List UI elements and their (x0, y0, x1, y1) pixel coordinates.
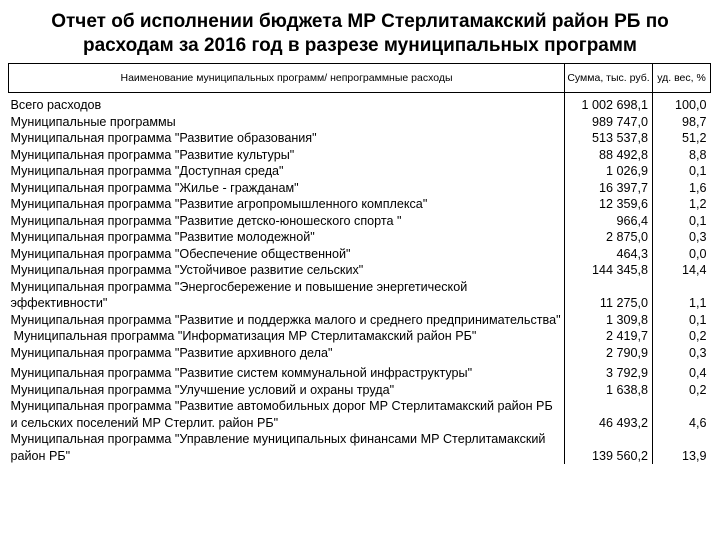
row-name: Всего расходов (10, 98, 102, 112)
row-share: 0,2 (688, 329, 707, 343)
row-share: 0,3 (688, 345, 707, 360)
table-row: Муниципальная программа "Развитие молоде… (9, 229, 711, 246)
row-share: 8,8 (688, 147, 707, 162)
row-name: Муниципальная программа "Развитие систем… (10, 366, 473, 380)
row-name: Муниципальные программы (10, 114, 176, 129)
row-name: Муниципальная программа "Развитие архивн… (10, 345, 333, 360)
row-share: 0,1 (688, 312, 707, 327)
table-row: Муниципальная программа "Развитие автомо… (9, 398, 711, 431)
row-sum: 2 419,7 (564, 328, 653, 345)
row-sum: 12 359,6 (564, 196, 653, 213)
row-name: Муниципальная программа "Улучшение услов… (10, 382, 395, 397)
row-sum: 966,4 (564, 212, 653, 229)
row-sum: 88 492,8 (564, 146, 653, 163)
table-row: Муниципальная программа "Жилье - граждан… (9, 179, 711, 196)
table-row: Муниципальная программа "Управление муни… (9, 431, 711, 464)
table-row: Муниципальная программа "Доступная среда… (9, 163, 711, 180)
table-row: Муниципальная программа "Развитие агропр… (9, 196, 711, 213)
table-row: Муниципальная программа "Развитие образо… (9, 130, 711, 147)
row-sum: 1 026,9 (564, 163, 653, 180)
row-share: 0,3 (688, 230, 707, 244)
row-sum: 3 792,9 (564, 361, 653, 382)
row-share: 100,0 (674, 98, 707, 112)
header-sum: Сумма, тыс. руб. (564, 63, 653, 93)
table-row: Муниципальная программа "Развитие и подд… (9, 311, 711, 328)
row-share: 14,4 (681, 263, 707, 277)
row-name: Муниципальная программа "Энергосбережени… (10, 279, 468, 311)
row-share: 98,7 (681, 114, 707, 129)
row-sum: 144 345,8 (564, 262, 653, 279)
document-title: Отчет об исполнении бюджета МР Стерлитам… (0, 10, 720, 58)
table-row: Муниципальные программы 989 747,0 98,7 (9, 113, 711, 130)
row-share: 4,6 (688, 415, 707, 430)
row-name: Муниципальная программа "Обеспечение общ… (10, 246, 351, 261)
row-sum: 46 493,2 (564, 398, 653, 431)
table-row: Муниципальная программа "Энергосбережени… (9, 278, 711, 312)
row-name: Муниципальная программа "Информатизация … (13, 329, 477, 343)
table-row: Муниципальная программа "Развитие детско… (9, 212, 711, 229)
row-name: Муниципальная программа "Развитие культу… (10, 147, 295, 162)
header-share: уд. вес, % (652, 63, 711, 93)
row-share: 0,2 (688, 382, 707, 397)
budget-table: Наименование муниципальных программ/ неп… (8, 63, 711, 464)
row-sum: 1 002 698,1 (564, 92, 653, 114)
row-sum: 11 275,0 (564, 278, 653, 312)
table-body: Всего расходов 1 002 698,1 100,0 Муниципаль… (9, 92, 711, 464)
table-row: Муниципальная программа "Информатизация … (9, 328, 711, 345)
row-name: Муниципальная программа "Управление муни… (10, 432, 546, 463)
table-row: Всего расходов 1 002 698,1 100,0 (9, 92, 711, 114)
row-share: 1,2 (688, 197, 707, 211)
row-share: 0,1 (688, 213, 707, 228)
row-name: Муниципальная программа "Жилье - граждан… (10, 180, 299, 195)
row-sum: 513 537,8 (564, 130, 653, 147)
row-share: 1,1 (688, 296, 707, 310)
row-name: Муниципальная программа "Устойчивое разв… (10, 263, 364, 277)
row-share: 0,1 (688, 164, 707, 178)
row-name: Муниципальная программа "Развитие автомо… (10, 399, 553, 430)
table-row: Муниципальная программа "Развитие систем… (9, 361, 711, 382)
row-share: 51,2 (681, 131, 707, 145)
row-share: 1,6 (688, 180, 707, 195)
table-row: Муниципальная программа "Улучшение услов… (9, 381, 711, 398)
table-row: Муниципальная программа "Устойчивое разв… (9, 262, 711, 279)
row-share: 0,4 (688, 366, 707, 380)
header-name: Наименование муниципальных программ/ неп… (8, 63, 565, 93)
row-sum: 1 638,8 (564, 381, 653, 398)
row-name: Муниципальная программа "Развитие образо… (10, 131, 317, 145)
title-line-2: расходам за 2016 год в разрезе муниципал… (83, 35, 637, 56)
row-name: Муниципальная программа "Развитие и подд… (10, 312, 561, 327)
row-share: 13,9 (681, 448, 707, 463)
row-sum: 16 397,7 (564, 179, 653, 196)
title-line-1: Отчет об исполнении бюджета МР Стерлитам… (51, 11, 669, 32)
row-sum: 2 790,9 (564, 344, 653, 361)
row-name: Муниципальная программа "Развитие агропр… (10, 197, 428, 211)
row-sum: 989 747,0 (564, 113, 653, 130)
table-header: Наименование муниципальных программ/ неп… (8, 63, 711, 93)
table-row: Муниципальная программа "Развитие культу… (9, 146, 711, 163)
row-name: Муниципальная программа "Доступная среда… (10, 164, 284, 178)
table-row: Муниципальная программа "Обеспечение общ… (9, 245, 711, 262)
header-row: Наименование муниципальных программ/ неп… (8, 63, 711, 93)
row-sum: 2 875,0 (564, 229, 653, 246)
row-sum: 1 309,8 (564, 311, 653, 328)
row-sum: 464,3 (564, 245, 653, 262)
row-name: Муниципальная программа "Развитие молоде… (10, 230, 315, 244)
row-share: 0,0 (688, 246, 707, 261)
row-sum: 139 560,2 (564, 431, 653, 464)
row-name: Муниципальная программа "Развитие детско… (10, 213, 402, 228)
table-row: Муниципальная программа "Развитие архивн… (9, 344, 711, 361)
